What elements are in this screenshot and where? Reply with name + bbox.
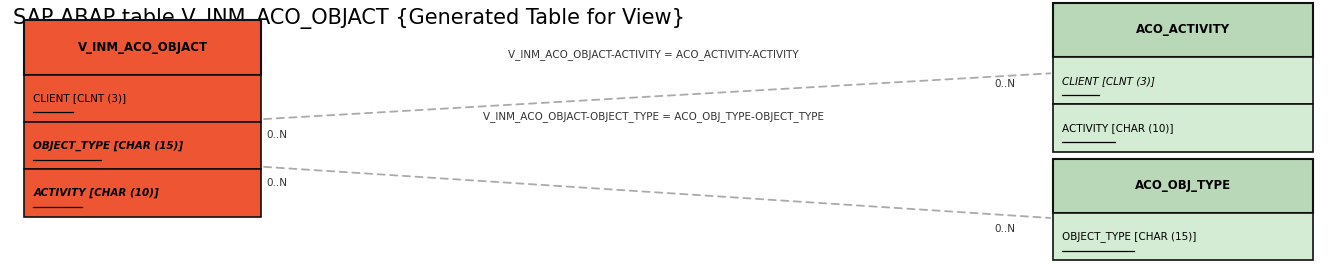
Text: V_INM_ACO_OBJACT-ACTIVITY = ACO_ACTIVITY-ACTIVITY: V_INM_ACO_OBJACT-ACTIVITY = ACO_ACTIVITY… — [508, 49, 798, 60]
Bar — [1053, 57, 1313, 104]
Text: 0..N: 0..N — [267, 178, 288, 188]
Bar — [24, 20, 261, 75]
Bar — [24, 122, 261, 169]
Bar — [1053, 159, 1313, 213]
Bar — [1053, 104, 1313, 152]
Text: ACTIVITY [CHAR (10)]: ACTIVITY [CHAR (10)] — [1062, 123, 1174, 133]
Bar — [1053, 213, 1313, 260]
Text: CLIENT [CLNT (3)]: CLIENT [CLNT (3)] — [33, 93, 127, 103]
Text: ACTIVITY [CHAR (10)]: ACTIVITY [CHAR (10)] — [33, 188, 159, 198]
Text: 0..N: 0..N — [994, 224, 1016, 234]
Text: SAP ABAP table V_INM_ACO_OBJACT {Generated Table for View}: SAP ABAP table V_INM_ACO_OBJACT {Generat… — [13, 8, 685, 29]
Text: OBJECT_TYPE [CHAR (15)]: OBJECT_TYPE [CHAR (15)] — [1062, 231, 1197, 242]
Text: 0..N: 0..N — [994, 79, 1016, 89]
Text: OBJECT_TYPE [CHAR (15)]: OBJECT_TYPE [CHAR (15)] — [33, 141, 184, 151]
Text: 0..N: 0..N — [267, 131, 288, 140]
Text: V_INM_ACO_OBJACT-OBJECT_TYPE = ACO_OBJ_TYPE-OBJECT_TYPE: V_INM_ACO_OBJACT-OBJECT_TYPE = ACO_OBJ_T… — [483, 111, 824, 122]
Text: CLIENT [CLNT (3)]: CLIENT [CLNT (3)] — [1062, 76, 1156, 86]
Bar — [24, 169, 261, 217]
Text: ACO_ACTIVITY: ACO_ACTIVITY — [1136, 23, 1230, 36]
Text: V_INM_ACO_OBJACT: V_INM_ACO_OBJACT — [77, 41, 208, 54]
Text: ACO_OBJ_TYPE: ACO_OBJ_TYPE — [1134, 179, 1232, 192]
Bar — [1053, 3, 1313, 57]
Bar — [24, 75, 261, 122]
